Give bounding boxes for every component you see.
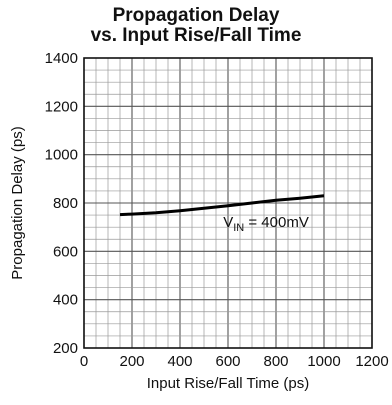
x-tick-label: 0: [80, 353, 88, 370]
x-axis-label: Input Rise/Fall Time (ps): [147, 375, 310, 392]
y-tick-labels: 200 400 600 800 1000 1200 1400: [45, 50, 78, 357]
y-tick-label: 800: [53, 195, 78, 212]
y-tick-label: 1200: [45, 98, 78, 115]
y-tick-label: 600: [53, 243, 78, 260]
grid: [83, 57, 373, 349]
chart-title-line-1: Propagation Delay: [112, 5, 280, 26]
annotation-subscript: IN: [233, 222, 244, 234]
x-tick-label: 800: [263, 353, 288, 370]
x-tick-label: 400: [167, 353, 192, 370]
x-tick-label: 200: [119, 353, 144, 370]
x-tick-label: 1200: [355, 353, 388, 370]
x-tick-labels: 0 200 400 600 800 1000 1200: [80, 353, 389, 370]
chart-title-line-2: vs. Input Rise/Fall Time: [90, 25, 302, 46]
annotation-prefix: V: [223, 214, 233, 231]
y-tick-label: 200: [53, 340, 78, 357]
annotation-vin: VIN = 400mV: [223, 214, 309, 234]
x-tick-label: 600: [215, 353, 240, 370]
plot-frame: [83, 57, 373, 349]
annotation-suffix: = 400mV: [244, 214, 309, 231]
y-tick-label: 1000: [45, 147, 78, 164]
y-tick-label: 1400: [45, 50, 78, 67]
y-tick-label: 400: [53, 292, 78, 309]
series-line: [119, 194, 325, 217]
x-tick-label: 1000: [307, 353, 340, 370]
y-axis-label: Propagation Delay (ps): [9, 126, 26, 279]
